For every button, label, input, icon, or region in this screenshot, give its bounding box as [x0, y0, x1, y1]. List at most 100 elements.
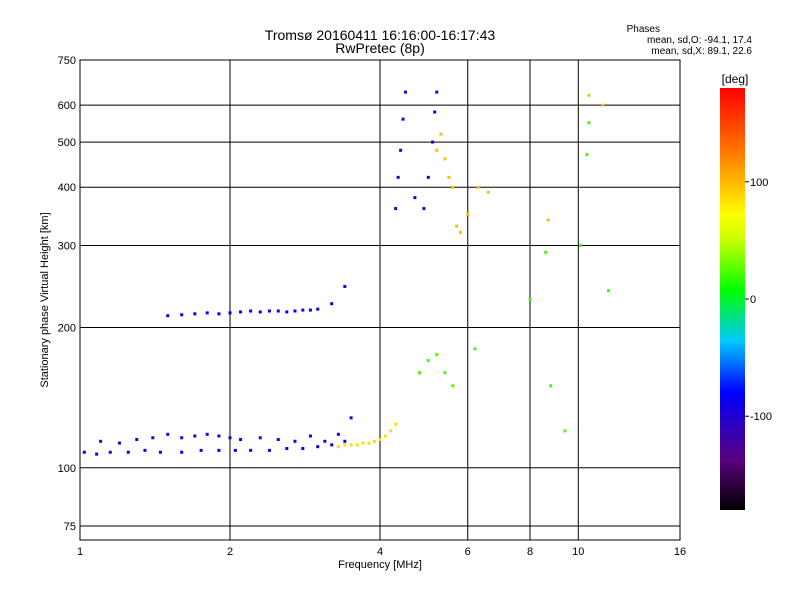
echo-point: [443, 157, 447, 161]
echo-point: [330, 302, 334, 306]
colorbar-tick-layer: 100 0 -100: [745, 177, 772, 423]
echo-point: [233, 448, 237, 452]
echo-point: [180, 313, 184, 317]
echo-point: [433, 110, 437, 114]
echo-point: [228, 311, 232, 315]
echo-point: [239, 438, 243, 442]
echo-point: [267, 309, 271, 313]
echo-point: [361, 441, 365, 445]
echo-point: [435, 90, 439, 94]
x-axis-label: Frequency [MHz]: [338, 559, 422, 571]
echo-point: [285, 447, 289, 451]
y-tick-label: 750: [58, 55, 76, 67]
echo-point: [293, 309, 297, 313]
echo-point: [180, 450, 184, 454]
echo-point: [476, 185, 480, 189]
echo-point: [308, 434, 312, 438]
echo-point: [193, 434, 197, 438]
echo-point: [343, 443, 347, 447]
y-axis-label: Stationary phase Virtual Height [km]: [39, 212, 51, 387]
echo-point: [199, 448, 203, 452]
echo-point: [82, 450, 86, 454]
echo-point: [135, 438, 139, 442]
y-tick-layer: 75 100 200 300 400 500 600 750: [58, 55, 76, 533]
echo-point: [451, 185, 455, 189]
echo-point: [426, 358, 430, 362]
echo-point: [228, 436, 232, 440]
echo-point: [403, 90, 407, 94]
colorbar-tick-label: 0: [750, 294, 756, 306]
chart-title: Tromsø 20160411 16:16:00-16:17:43: [264, 27, 496, 43]
y-tick-label: 500: [58, 137, 76, 149]
echo-point: [166, 314, 170, 318]
echo-point: [143, 448, 147, 452]
echo-point: [373, 439, 377, 443]
echo-point: [276, 309, 280, 313]
echo-point: [455, 224, 459, 228]
echo-point: [205, 311, 209, 315]
echo-point: [394, 207, 398, 211]
echo-point: [587, 93, 591, 97]
echo-point: [239, 310, 243, 314]
echo-point: [473, 347, 477, 351]
echo-point: [486, 190, 490, 194]
echo-point: [95, 452, 99, 456]
echo-point: [544, 250, 548, 254]
echo-point: [458, 230, 462, 234]
x-tick-label: 4: [377, 546, 383, 558]
echo-point: [126, 450, 130, 454]
echo-point: [316, 445, 320, 449]
echo-point: [193, 312, 197, 316]
x-tick-label: 1: [77, 546, 83, 558]
x-tick-label: 10: [572, 546, 584, 558]
echo-point: [205, 432, 209, 436]
x-tick-label: 6: [465, 546, 471, 558]
echo-point: [383, 434, 387, 438]
echo-point: [349, 443, 353, 447]
echo-point: [293, 439, 297, 443]
echo-point: [258, 436, 262, 440]
stats-o-line: mean, sd,O: -94.1, 17.4: [646, 35, 752, 46]
echo-point: [601, 103, 605, 107]
colorbar-label: [deg]: [722, 72, 749, 86]
echo-point: [343, 284, 347, 288]
echo-point: [336, 445, 340, 449]
echo-point: [217, 448, 221, 452]
echo-point: [285, 310, 289, 314]
echo-point: [355, 443, 359, 447]
echo-point: [466, 212, 470, 216]
echo-point: [394, 422, 398, 426]
stats-heading: Phases: [626, 24, 660, 35]
grid-layer: [80, 60, 680, 540]
echo-point: [417, 371, 421, 375]
echo-point: [166, 432, 170, 436]
chart-subtitle: RwPretec (8p): [335, 40, 425, 56]
echo-point: [431, 140, 435, 144]
echo-point: [413, 196, 417, 200]
echo-point: [451, 384, 455, 388]
echo-point: [447, 175, 451, 179]
echo-point: [217, 312, 221, 316]
echo-point: [435, 148, 439, 152]
echo-point: [587, 121, 591, 125]
y-tick-label: 300: [58, 240, 76, 252]
echo-point: [578, 243, 582, 247]
echo-point: [323, 439, 327, 443]
echo-point: [151, 436, 155, 440]
echo-point: [401, 117, 405, 121]
echo-point: [249, 309, 253, 313]
echo-point: [443, 371, 447, 375]
echo-point: [336, 432, 340, 436]
echo-point: [435, 353, 439, 357]
colorbar: [720, 88, 745, 510]
echo-point: [546, 218, 550, 222]
echo-point: [99, 439, 103, 443]
y-tick-label: 75: [64, 521, 76, 533]
echo-point: [439, 132, 443, 136]
echo-point: [217, 434, 221, 438]
echo-point: [249, 448, 253, 452]
echo-point: [316, 307, 320, 311]
y-tick-label: 200: [58, 323, 76, 335]
echo-point: [267, 448, 271, 452]
